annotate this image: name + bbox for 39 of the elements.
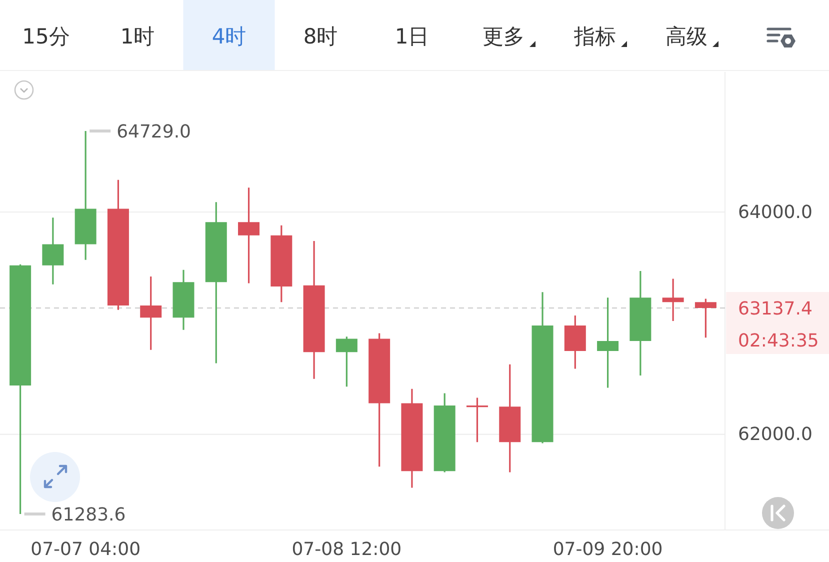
candlestick	[564, 315, 586, 369]
text: 1时	[120, 24, 155, 48]
candlestick	[434, 393, 456, 472]
candlestick	[597, 298, 619, 388]
candlestick	[74, 131, 96, 260]
x-tick-label: 07-07 04:00	[30, 538, 141, 560]
candlestick	[401, 388, 423, 488]
y-tick-label: 62000.0	[738, 424, 812, 446]
candlestick	[270, 225, 292, 302]
candlestick	[466, 398, 488, 442]
annotation: 64729.0	[116, 121, 192, 142]
text: 更多	[482, 24, 524, 48]
candlestick	[368, 333, 390, 467]
y-tick-label: 64000.0	[738, 202, 812, 223]
annotation: 61283.6	[51, 504, 126, 526]
candlestick	[205, 202, 227, 364]
text: 8时	[303, 24, 338, 48]
candlestick	[694, 298, 716, 338]
x-tick-label: 07-09 20:00	[552, 538, 663, 560]
text: 指标	[573, 24, 616, 48]
text: 1日	[394, 24, 430, 48]
text: 15分	[22, 24, 70, 48]
text: 高级	[666, 24, 708, 48]
candlestick	[10, 264, 32, 514]
x-tick-label: 07-08 12:00	[292, 538, 402, 560]
candlestick	[107, 180, 129, 310]
candlestick	[238, 188, 260, 284]
candlestick	[499, 364, 521, 472]
candlestick	[630, 270, 652, 376]
text: 4时	[212, 24, 246, 48]
candlestick	[532, 292, 554, 444]
candlestick	[172, 270, 194, 330]
text: 02:43:35	[738, 330, 819, 352]
candlestick	[662, 278, 684, 322]
candlestick	[42, 218, 64, 284]
candlestick	[140, 276, 162, 350]
candlestick	[303, 240, 325, 379]
ref-line-label: 63137.4	[738, 298, 812, 320]
candlestick	[336, 336, 358, 387]
